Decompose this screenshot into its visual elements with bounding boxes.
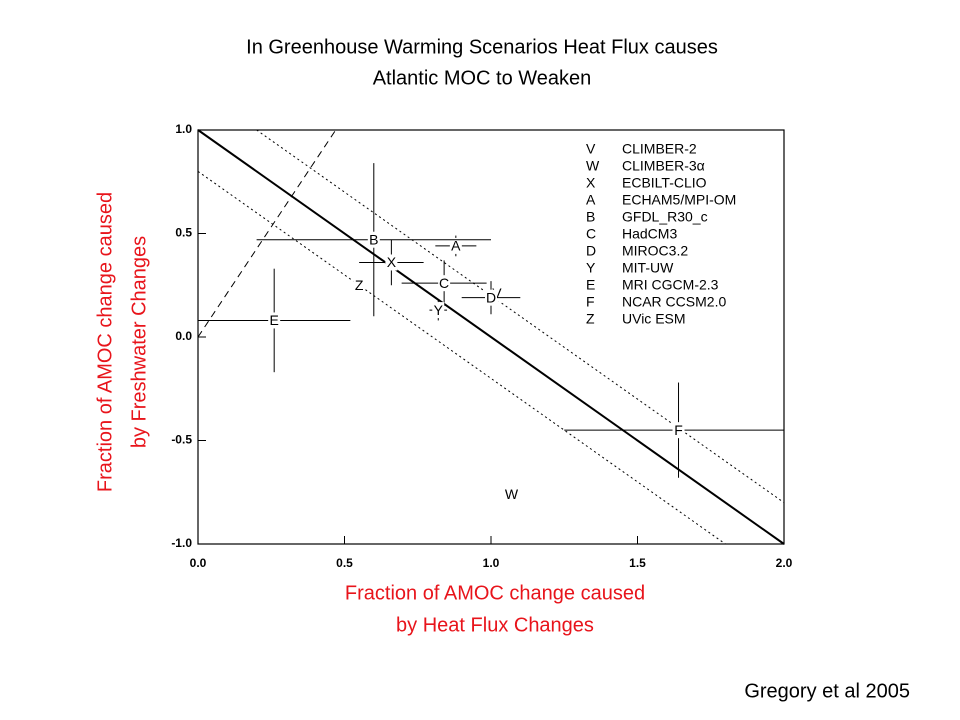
legend-label: CLIMBER-3α (622, 158, 705, 174)
point-marker: C (439, 275, 449, 291)
x-axis-label: by Heat Flux Changes (396, 614, 594, 636)
marker-bg (268, 312, 281, 329)
chart-title: Atlantic MOC to Weaken (373, 67, 592, 89)
point-marker: F (674, 422, 683, 438)
legend-key: E (586, 277, 595, 293)
x-tick-label: 0.5 (336, 556, 353, 570)
legend-key: C (586, 226, 596, 242)
legend-key: A (586, 192, 596, 208)
y-tick-label: -1.0 (171, 536, 192, 550)
legend-label: MIROC3.2 (622, 243, 688, 259)
legend-key: V (586, 141, 596, 157)
y-axis-label: by Freshwater Changes (128, 236, 150, 448)
legend-key: Z (586, 311, 595, 327)
point-marker: Y (434, 302, 444, 318)
marker-bg (672, 422, 685, 439)
legend-label: HadCM3 (622, 226, 677, 242)
chart-title: In Greenhouse Warming Scenarios Heat Flu… (246, 36, 718, 58)
x-tick-label: 0.0 (190, 556, 207, 570)
reference-line (197, 129, 337, 338)
point-marker: A (451, 238, 461, 254)
marker-bg (353, 277, 366, 294)
y-tick-label: 0.5 (175, 226, 192, 240)
marker-bg (438, 275, 451, 292)
legend-label: CLIMBER-2 (622, 141, 697, 157)
legend-label: MIT-UW (622, 260, 674, 276)
point-marker: E (270, 312, 279, 328)
point-marker: D (486, 289, 496, 305)
legend-key: F (586, 294, 595, 310)
point-marker: V (492, 285, 502, 301)
x-tick-label: 2.0 (776, 556, 793, 570)
x-tick-label: 1.0 (483, 556, 500, 570)
marker-bg (485, 289, 497, 306)
point-marker: W (505, 486, 519, 502)
marker-bg (449, 237, 462, 254)
point-marker: B (369, 231, 378, 247)
y-axis-label: Fraction of AMOC change caused (94, 192, 116, 492)
legend-label: UVic ESM (622, 311, 686, 327)
point-marker: Z (355, 277, 364, 293)
legend-label: ECHAM5/MPI-OM (622, 192, 736, 208)
legend-label: NCAR CCSM2.0 (622, 294, 726, 310)
y-tick-label: 0.0 (175, 329, 192, 343)
credit: Gregory et al 2005 (744, 680, 910, 702)
point-marker: X (387, 254, 397, 270)
legend-key: W (586, 158, 600, 174)
y-tick-label: -0.5 (171, 433, 192, 447)
legend-key: B (586, 209, 595, 225)
marker-bg (385, 254, 398, 271)
y-tick-label: 1.0 (175, 122, 192, 136)
x-axis-label: Fraction of AMOC change caused (345, 582, 645, 604)
reference-line (197, 129, 785, 545)
x-tick-label: 1.5 (629, 556, 646, 570)
legend-label: GFDL_R30_c (622, 209, 708, 225)
marker-bg (367, 231, 380, 248)
legend-key: Y (586, 260, 596, 276)
legend-key: D (586, 243, 596, 259)
legend-label: MRI CGCM-2.3 (622, 277, 719, 293)
legend-label: ECBILT-CLIO (622, 175, 707, 191)
marker-bg (432, 302, 445, 319)
legend-key: X (586, 175, 596, 191)
marker-bg (505, 486, 518, 503)
